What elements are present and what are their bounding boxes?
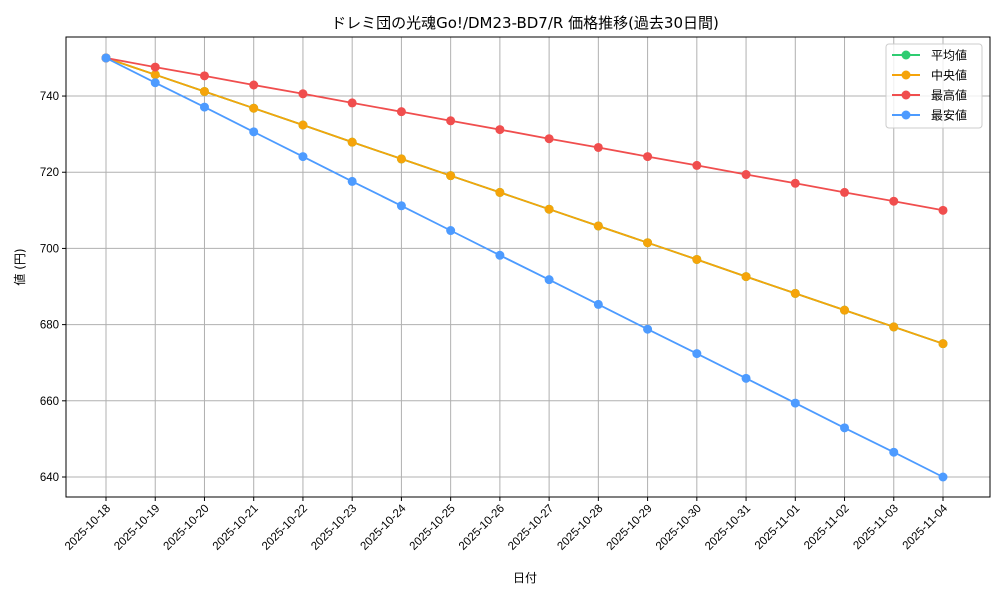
data-point	[446, 226, 456, 236]
x-axis-label: 日付	[513, 571, 537, 585]
data-point	[446, 171, 456, 181]
data-point	[889, 447, 899, 457]
legend-label: 中央値	[931, 68, 967, 83]
data-point	[790, 398, 800, 408]
data-point	[938, 205, 948, 215]
y-tick-label: 720	[40, 167, 59, 179]
x-tick-label: 2025-10-28	[555, 503, 605, 553]
x-axis-ticks: 2025-10-18 2025-10-19 2025-10-20 2025-10-21…	[63, 497, 951, 553]
y-axis-ticks: 640 660 680 700 720 740	[40, 91, 66, 484]
chart-title: ドレミ団の光魂Go!/DM23-BD7/R 価格推移(過去30日間)	[331, 14, 719, 32]
data-point	[150, 78, 160, 88]
data-point	[544, 275, 554, 285]
data-point	[199, 86, 209, 96]
x-tick-label: 2025-10-19	[112, 503, 162, 553]
data-point	[840, 423, 850, 433]
data-point	[643, 238, 653, 248]
x-tick-label: 2025-10-30	[654, 503, 704, 553]
y-tick-label: 640	[40, 472, 59, 484]
x-tick-label: 2025-11-04	[901, 502, 951, 552]
data-point	[544, 134, 554, 144]
data-point	[593, 299, 603, 309]
data-point	[298, 152, 308, 162]
data-point	[840, 305, 850, 315]
data-point	[692, 160, 702, 170]
plot-frame	[65, 36, 991, 498]
x-tick-label: 2025-10-21	[211, 503, 261, 553]
y-tick-label: 680	[40, 320, 59, 332]
data-point	[347, 98, 357, 108]
data-point	[889, 322, 899, 332]
data-point	[692, 254, 702, 264]
x-tick-label: 2025-10-29	[605, 503, 655, 553]
y-axis-label: 値 (円)	[12, 248, 27, 285]
x-tick-label: 2025-10-18	[63, 503, 113, 553]
data-point	[643, 152, 653, 162]
x-tick-label: 2025-10-20	[162, 503, 212, 553]
series-line	[105, 57, 944, 345]
data-point	[101, 53, 111, 63]
data-point	[396, 107, 406, 117]
data-point	[298, 89, 308, 99]
y-tick-label: 700	[40, 243, 59, 255]
data-point	[840, 187, 850, 197]
data-point	[249, 80, 259, 90]
x-tick-label: 2025-11-01	[753, 503, 802, 552]
legend-swatch-marker	[901, 90, 911, 100]
data-point	[396, 154, 406, 164]
data-point	[938, 472, 948, 482]
data-point	[199, 102, 209, 112]
data-point	[249, 127, 259, 137]
data-point	[495, 187, 505, 197]
legend-swatch-marker	[901, 70, 911, 80]
x-tick-label: 2025-10-22	[260, 503, 310, 553]
data-point	[889, 196, 899, 206]
legend-label: 最高値	[931, 88, 967, 103]
data-point	[495, 250, 505, 260]
data-point	[593, 221, 603, 231]
data-point	[396, 201, 406, 211]
legend-swatch-marker	[901, 110, 911, 120]
x-tick-label: 2025-10-24	[358, 502, 409, 553]
data-point	[741, 373, 751, 383]
data-point	[150, 70, 160, 80]
data-point	[544, 204, 554, 214]
x-tick-label: 2025-10-27	[506, 503, 556, 553]
legend-swatch-marker	[901, 50, 911, 60]
data-point	[249, 103, 259, 113]
x-tick-label: 2025-11-02	[802, 503, 851, 552]
series-line	[105, 57, 944, 478]
data-point	[446, 116, 456, 126]
legend-box	[885, 43, 983, 129]
data-point	[199, 71, 209, 81]
x-tick-label: 2025-10-23	[309, 503, 359, 553]
data-point	[741, 272, 751, 282]
legend-label: 最安値	[931, 108, 967, 123]
data-point	[298, 120, 308, 130]
data-point	[790, 288, 800, 298]
data-point	[741, 170, 751, 180]
series-line	[105, 57, 944, 212]
data-point	[692, 349, 702, 359]
data-point	[347, 137, 357, 147]
x-tick-label: 2025-10-25	[408, 503, 458, 553]
y-tick-label: 660	[40, 396, 59, 408]
x-tick-label: 2025-10-26	[457, 503, 507, 553]
data-point	[347, 176, 357, 186]
data-point	[150, 62, 160, 72]
x-tick-label: 2025-11-03	[851, 503, 900, 552]
data-point	[643, 324, 653, 334]
data-point	[495, 125, 505, 135]
data-point	[593, 142, 603, 152]
data-point	[790, 178, 800, 188]
data-point	[938, 339, 948, 349]
x-tick-label: 2025-10-31	[703, 503, 753, 553]
y-tick-label: 740	[40, 91, 59, 103]
legend-label: 平均値	[931, 48, 967, 63]
series-lines	[101, 53, 948, 482]
